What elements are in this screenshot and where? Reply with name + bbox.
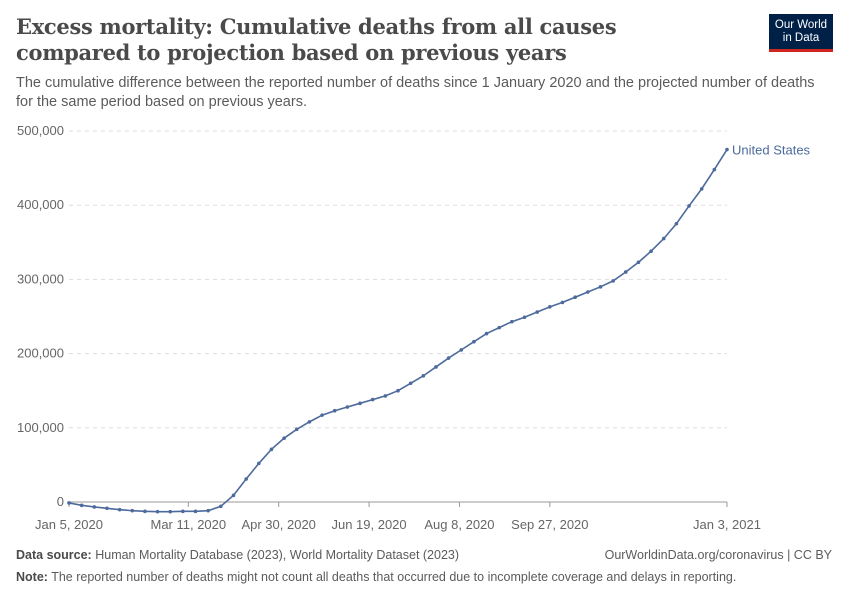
data-point <box>181 509 185 514</box>
data-point <box>649 249 653 254</box>
data-point <box>459 348 464 352</box>
data-point <box>67 501 71 505</box>
data-point <box>636 260 641 265</box>
note: Note: The reported number of deaths migh… <box>16 570 737 584</box>
data-point <box>712 167 717 172</box>
x-tick-label: Sep 27, 2020 <box>511 517 588 532</box>
data-point <box>79 503 84 508</box>
data-point <box>320 413 324 417</box>
data-point <box>548 305 552 309</box>
data-point <box>244 477 248 481</box>
data-point <box>396 388 400 393</box>
series-label: United States <box>732 143 811 158</box>
x-tick-label: Aug 8, 2020 <box>424 517 494 532</box>
data-point <box>573 295 577 300</box>
data-point <box>370 397 375 402</box>
owid-logo[interactable]: Our World in Data <box>769 14 833 52</box>
data-point <box>421 374 426 378</box>
data-point <box>623 270 628 274</box>
data-point <box>345 405 350 409</box>
x-tick-label: Jan 5, 2020 <box>35 517 103 532</box>
data-point <box>117 507 122 512</box>
data-point <box>92 505 97 509</box>
data-point <box>725 147 729 152</box>
data-point <box>219 504 223 509</box>
y-tick-label: 300,000 <box>17 271 64 286</box>
data-point <box>105 506 109 511</box>
data-point <box>674 221 679 226</box>
data-point <box>307 420 312 424</box>
data-point <box>446 356 451 360</box>
data-source: Data source: Human Mortality Database (2… <box>16 548 460 562</box>
series-line <box>68 149 728 513</box>
x-tick-label: Mar 11, 2020 <box>150 517 226 532</box>
y-tick-label: 100,000 <box>17 420 64 435</box>
data-point <box>522 315 527 320</box>
data-point <box>611 279 615 283</box>
x-tick-label: Jun 19, 2020 <box>331 517 406 532</box>
y-tick-label: 400,000 <box>17 197 64 212</box>
chart-subtitle: The cumulative difference between the re… <box>16 75 815 110</box>
data-point <box>358 401 362 406</box>
chart-title: Excess mortality: Cumulative deaths from… <box>16 14 617 65</box>
data-point <box>294 427 299 432</box>
data-point <box>269 447 274 452</box>
data-point <box>231 493 236 498</box>
y-tick-label: 200,000 <box>17 346 64 361</box>
data-point <box>383 394 388 398</box>
data-point <box>130 508 135 513</box>
data-point <box>687 204 691 208</box>
data-point <box>484 331 489 336</box>
data-point <box>143 509 147 514</box>
data-point <box>168 509 173 514</box>
data-point <box>472 339 476 344</box>
data-point <box>206 508 210 513</box>
source-url[interactable]: OurWorldinData.org/coronavirus | CC BY <box>604 548 832 562</box>
data-point <box>510 319 514 324</box>
data-point <box>699 187 704 191</box>
data-point <box>257 461 261 466</box>
data-point <box>155 509 160 514</box>
data-point <box>560 300 565 305</box>
data-point <box>193 509 198 514</box>
x-tick-label: Jan 3, 2021 <box>693 517 761 532</box>
data-point <box>408 381 413 386</box>
data-point <box>535 310 539 314</box>
x-tick-label: Apr 30, 2020 <box>241 517 315 532</box>
data-point <box>434 365 438 369</box>
data-point <box>497 325 502 330</box>
data-point <box>282 436 286 440</box>
data-point <box>661 236 666 241</box>
data-point <box>598 285 603 289</box>
data-point <box>332 408 337 413</box>
y-tick-label: 0 <box>57 494 64 509</box>
data-point <box>586 290 590 294</box>
y-tick-label: 500,000 <box>17 123 64 138</box>
